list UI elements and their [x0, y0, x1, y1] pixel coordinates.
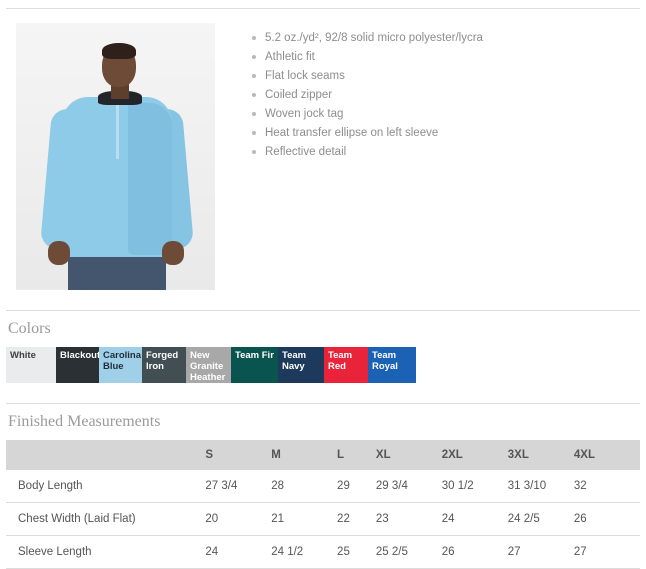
feature-list: 5.2 oz./yd², 92/8 solid micro polyester/…	[250, 31, 632, 159]
cell-value: 21	[271, 502, 338, 536]
list-item: 5.2 oz./yd², 92/8 solid micro polyester/…	[250, 31, 632, 45]
list-item: Heat transfer ellipse on left sleeve	[250, 126, 632, 140]
column-header-3xl: 3XL	[507, 440, 574, 470]
product-features-cell: 5.2 oz./yd², 92/8 solid micro polyester/…	[236, 9, 646, 164]
column-header-blank	[6, 440, 206, 470]
model-hair	[102, 43, 136, 59]
color-swatch-blackout[interactable]: Blackout	[56, 347, 99, 383]
cell-value: 20	[205, 502, 272, 536]
column-header-xl: XL	[375, 440, 442, 470]
cell-value: 25	[337, 535, 376, 569]
cell-value: 22	[337, 502, 376, 536]
cell-value: 27	[573, 535, 640, 569]
color-swatch-team-royal[interactable]: Team Royal	[368, 347, 416, 383]
color-swatch-label: Forged Iron	[146, 350, 179, 372]
table-row: Chest Width (Laid Flat) 20 21 22 23 24 2…	[6, 502, 640, 536]
color-swatch-label: Team Royal	[372, 350, 398, 372]
list-item: Reflective detail	[250, 145, 632, 159]
color-swatch-label: Team Navy	[282, 350, 307, 372]
product-overview-section: 5.2 oz./yd², 92/8 solid micro polyester/…	[0, 9, 646, 290]
color-swatch-team-red[interactable]: Team Red	[324, 347, 368, 383]
measurements-heading: Finished Measurements	[8, 413, 161, 430]
table-header-row: S M L XL 2XL 3XL 4XL	[6, 440, 640, 470]
cell-value: 25 2/5	[375, 535, 442, 569]
color-swatch-label: White	[10, 350, 36, 361]
color-swatch-white[interactable]: White	[6, 347, 56, 383]
cell-value: 28	[271, 470, 338, 503]
model-pullover-shading	[128, 103, 172, 255]
product-photo[interactable]	[16, 23, 215, 290]
cell-value: 26	[441, 535, 508, 569]
colors-heading: Colors	[8, 320, 51, 337]
color-swatch-row: White Blackout Carolina Blue Forged Iron…	[6, 347, 646, 383]
list-item: Woven jock tag	[250, 107, 632, 121]
cell-value: 29 3/4	[375, 470, 442, 503]
cell-value: 27 3/4	[205, 470, 272, 503]
cell-value: 24	[441, 502, 508, 536]
color-swatch-label: Carolina Blue	[103, 350, 142, 372]
color-swatch-label: Team Fir	[235, 350, 274, 361]
measurements-table: S M L XL 2XL 3XL 4XL Body Length 27 3/4 …	[6, 440, 640, 569]
list-item: Coiled zipper	[250, 88, 632, 102]
color-swatch-forged-iron[interactable]: Forged Iron	[142, 347, 186, 383]
color-swatch-new-granite-heather[interactable]: New Granite Heather	[186, 347, 231, 383]
row-label: Chest Width (Laid Flat)	[6, 502, 206, 536]
cell-value: 32	[573, 470, 640, 503]
cell-value: 23	[375, 502, 442, 536]
measurements-divider	[6, 403, 640, 404]
measurements-table-wrap: S M L XL 2XL 3XL 4XL Body Length 27 3/4 …	[6, 440, 640, 569]
model-jeans	[68, 251, 166, 290]
list-item: Flat lock seams	[250, 69, 632, 83]
row-label: Sleeve Length	[6, 535, 206, 569]
cell-value: 29	[337, 470, 376, 503]
color-swatch-label: Team Red	[328, 350, 353, 372]
colors-divider	[6, 310, 640, 311]
row-label: Body Length	[6, 470, 206, 503]
color-swatch-team-navy[interactable]: Team Navy	[278, 347, 324, 383]
color-swatch-label: New Granite Heather	[190, 350, 226, 383]
cell-value: 24 2/5	[507, 502, 574, 536]
column-header-s: S	[205, 440, 272, 470]
model-right-hand	[162, 241, 184, 265]
column-header-4xl: 4XL	[573, 440, 640, 470]
column-header-2xl: 2XL	[441, 440, 508, 470]
cell-value: 27	[507, 535, 574, 569]
model-left-hand	[48, 241, 70, 265]
product-image-cell	[0, 9, 236, 290]
top-divider	[6, 8, 640, 9]
table-row: Body Length 27 3/4 28 29 29 3/4 30 1/2 3…	[6, 470, 640, 503]
table-header: S M L XL 2XL 3XL 4XL	[6, 440, 640, 470]
cell-value: 31 3/10	[507, 470, 574, 503]
table-row: Sleeve Length 24 24 1/2 25 25 2/5 26 27 …	[6, 535, 640, 569]
color-swatch-team-fir[interactable]: Team Fir	[231, 347, 278, 383]
list-item: Athletic fit	[250, 50, 632, 64]
cell-value: 30 1/2	[441, 470, 508, 503]
column-header-l: L	[337, 440, 376, 470]
model-quarter-zip	[116, 101, 119, 159]
cell-value: 26	[573, 502, 640, 536]
product-detail-page: 5.2 oz./yd², 92/8 solid micro polyester/…	[0, 8, 646, 569]
color-swatch-label: Blackout	[60, 350, 99, 361]
table-body: Body Length 27 3/4 28 29 29 3/4 30 1/2 3…	[6, 470, 640, 569]
cell-value: 24 1/2	[271, 535, 338, 569]
color-swatch-carolina-blue[interactable]: Carolina Blue	[99, 347, 142, 383]
cell-value: 24	[205, 535, 272, 569]
column-header-m: M	[271, 440, 338, 470]
